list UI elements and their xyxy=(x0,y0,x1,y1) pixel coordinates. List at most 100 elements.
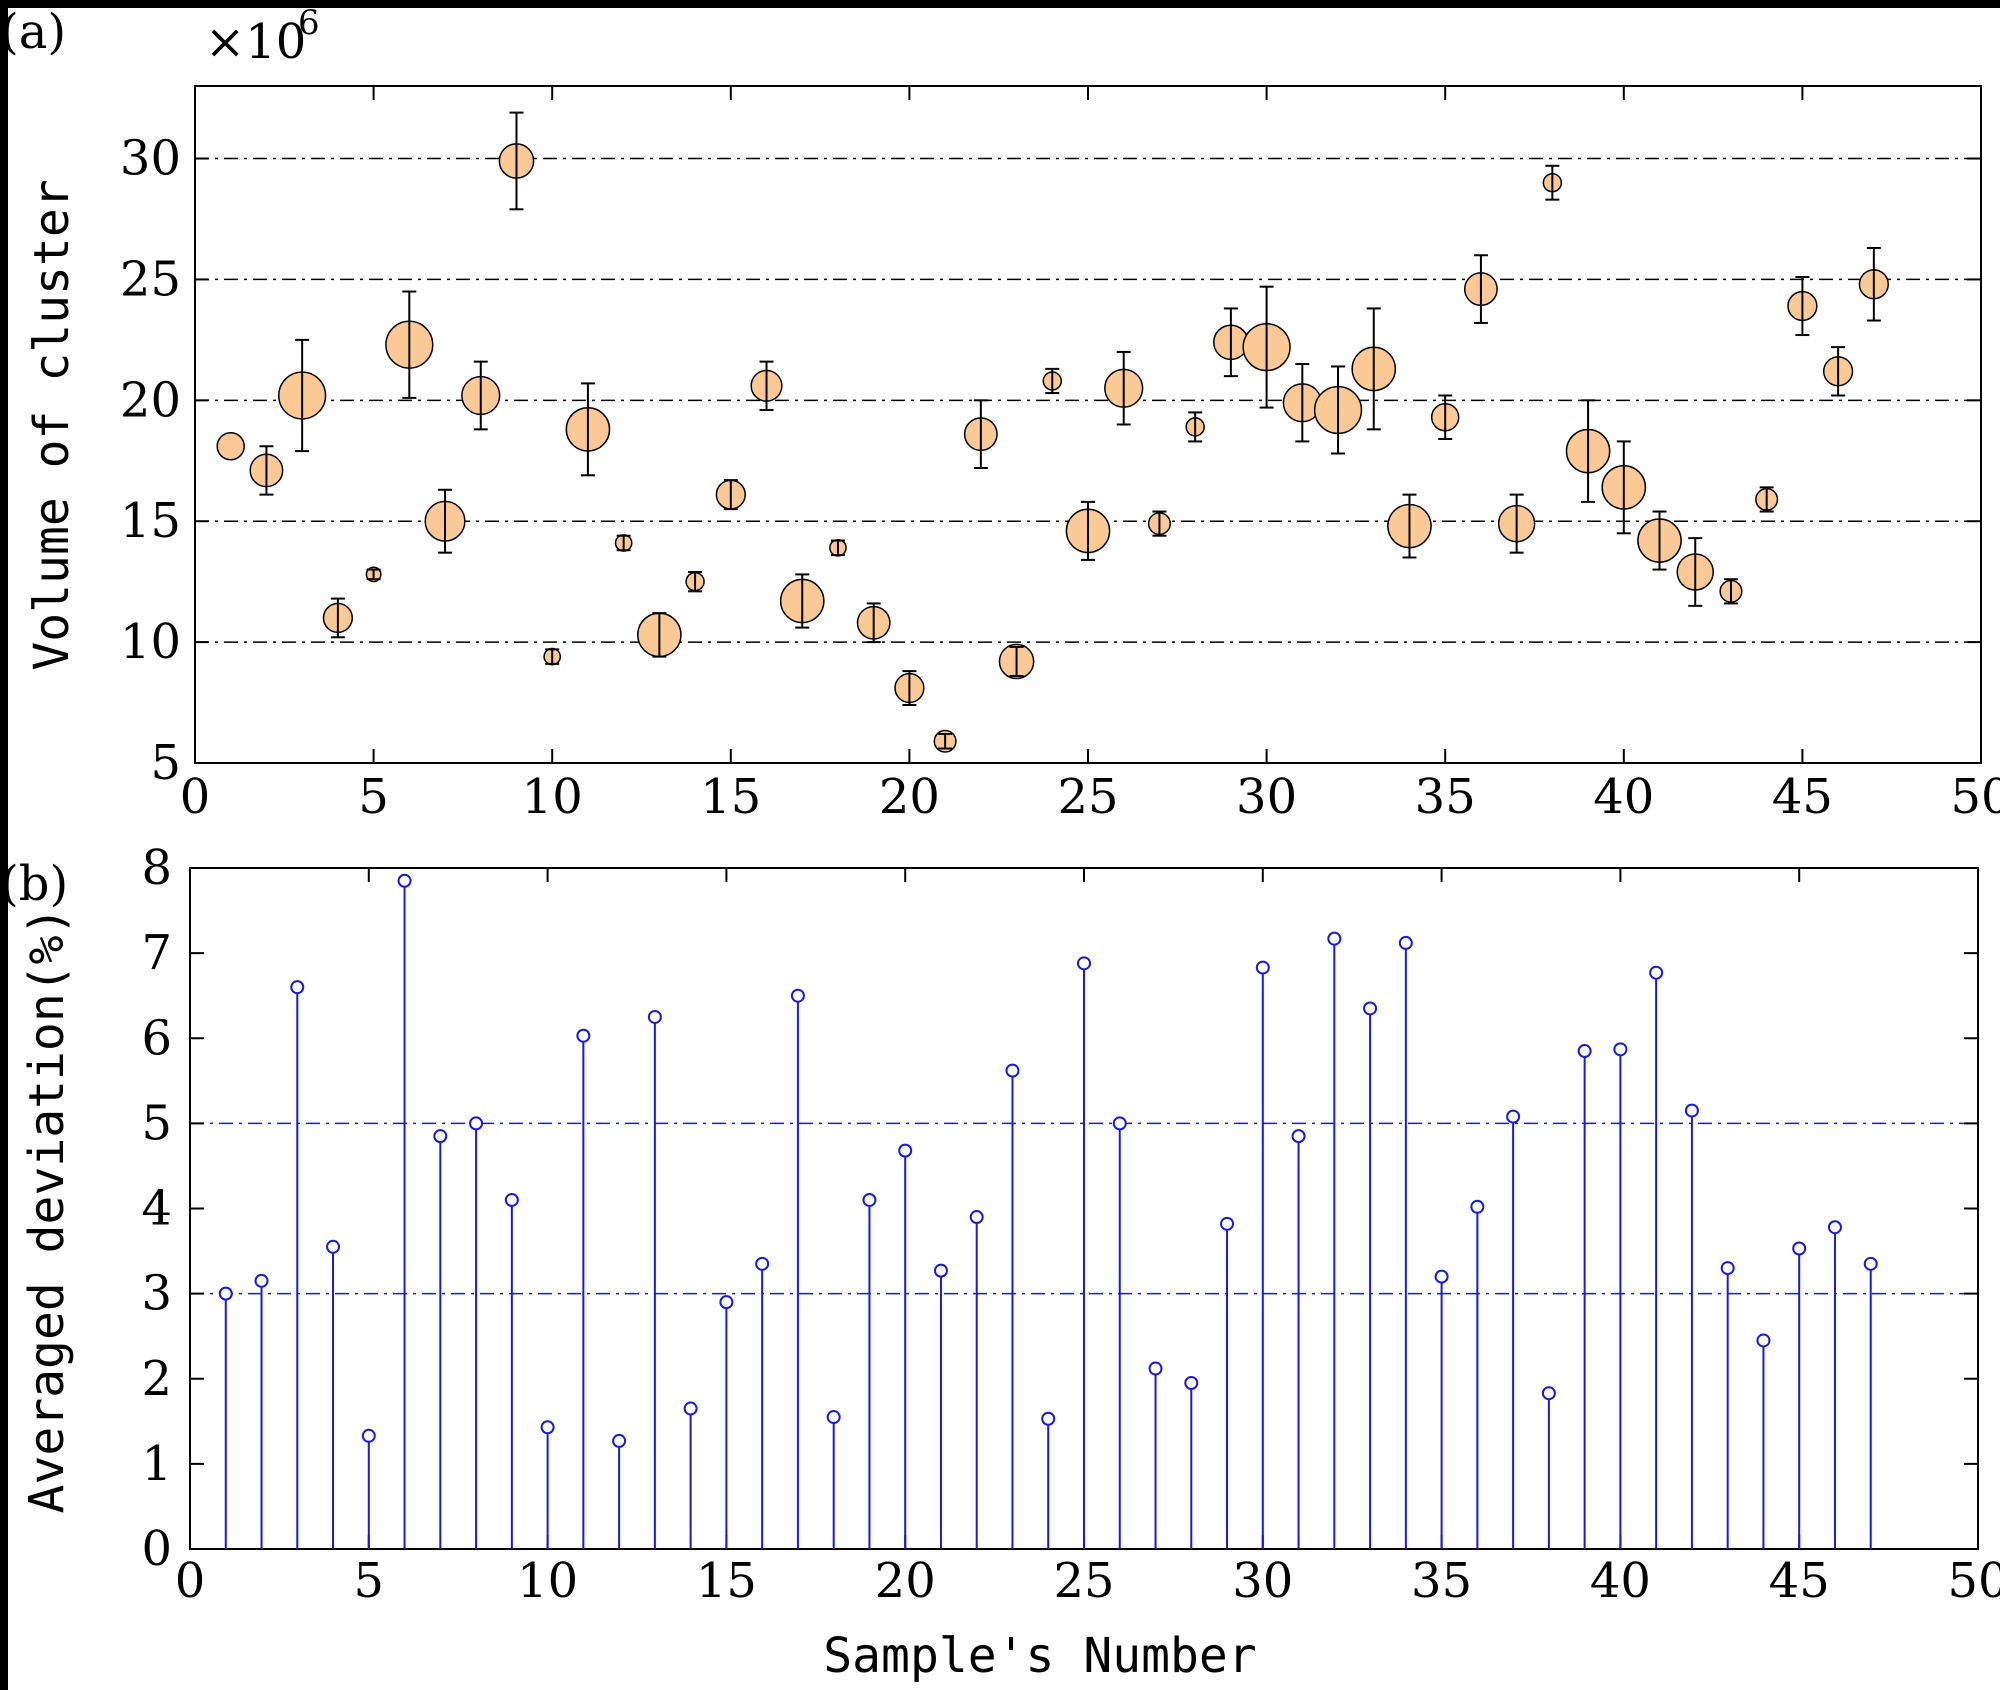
stem-point xyxy=(719,1295,734,1549)
stem-point xyxy=(1720,1261,1735,1549)
panel-a-xtick-label: 0 xyxy=(180,769,211,825)
bubble-point xyxy=(1787,276,1818,337)
stem-point xyxy=(1613,1042,1628,1549)
stem-point xyxy=(612,1433,627,1549)
stem-point xyxy=(1470,1199,1485,1549)
stem-marker xyxy=(1077,956,1091,971)
stem-point xyxy=(683,1401,698,1549)
panel-a-axes-box xyxy=(194,85,1982,764)
stem-marker xyxy=(1470,1199,1485,1214)
stem-marker xyxy=(933,1263,948,1278)
bubble xyxy=(216,432,245,461)
stem-marker xyxy=(1863,1256,1878,1271)
panel-a-xtick-label: 10 xyxy=(522,769,583,825)
stem-point xyxy=(1398,935,1413,1549)
stem-point xyxy=(1541,1386,1556,1549)
panel-b-xtick-label: 15 xyxy=(696,1553,757,1609)
bubble-point xyxy=(249,445,284,496)
panel-b-xtick-label: 50 xyxy=(1947,1553,2000,1609)
stem-point xyxy=(790,988,805,1549)
panel-b-ytick-label: 2 xyxy=(141,1351,172,1407)
stem-point xyxy=(1756,1333,1771,1549)
bubble-point xyxy=(894,670,925,706)
panel-b-xtick-label: 30 xyxy=(1232,1553,1293,1609)
bubble-point xyxy=(1185,411,1205,443)
stem-marker xyxy=(1792,1241,1807,1256)
stem-point xyxy=(1863,1256,1878,1549)
panel-b-ylabel: Averaged deviation(%) xyxy=(19,907,75,1514)
panel-b-ytick-label: 0 xyxy=(141,1521,172,1577)
stem-point xyxy=(1684,1103,1699,1549)
bubble-point xyxy=(1542,164,1563,201)
panel-b-xtick-label: 20 xyxy=(875,1553,936,1609)
panel-a-ylabel: Volume of cluster xyxy=(24,179,80,670)
bubble-point xyxy=(685,570,705,593)
stem-marker xyxy=(1434,1269,1449,1284)
bubble-point xyxy=(216,432,245,461)
stem-marker xyxy=(290,980,305,995)
stem-marker xyxy=(1041,1411,1056,1426)
stem-point xyxy=(433,1129,448,1549)
panel-a-xtick-label: 40 xyxy=(1593,769,1654,825)
panel-b-xtick-label: 35 xyxy=(1411,1553,1472,1609)
panel-a-xtick-label: 50 xyxy=(1950,769,2000,825)
stem-point xyxy=(1112,1116,1127,1549)
stem-marker xyxy=(1720,1261,1735,1276)
panel-a-xtick-label: 25 xyxy=(1057,769,1118,825)
stem-marker xyxy=(1756,1333,1771,1348)
panel-a-xtick-label: 20 xyxy=(879,769,940,825)
stem-marker xyxy=(433,1129,448,1144)
bubble-point xyxy=(1463,254,1498,324)
bubble-point xyxy=(498,111,535,211)
bubble-point xyxy=(365,566,382,583)
stem-marker xyxy=(397,873,412,888)
panel-b-stems xyxy=(218,873,1878,1549)
stem-point xyxy=(826,1410,841,1549)
stem-point xyxy=(1506,1109,1521,1549)
bubble-point xyxy=(1147,510,1171,537)
stem-point xyxy=(290,980,305,1549)
bubble-point xyxy=(565,382,611,477)
stem-point xyxy=(576,1028,591,1549)
panel-b-xtick-label: 5 xyxy=(354,1553,385,1609)
panel-a-xtick-label: 35 xyxy=(1415,769,1476,825)
stem-point xyxy=(647,1009,662,1549)
bubble-point xyxy=(614,534,633,552)
stem-marker xyxy=(826,1410,841,1425)
stem-marker xyxy=(1184,1376,1199,1391)
panel-a-ytick-label: 30 xyxy=(120,131,181,187)
stem-marker xyxy=(612,1433,627,1448)
bubble-point xyxy=(1387,493,1432,559)
bubble-point xyxy=(1242,285,1291,409)
bubble-point xyxy=(1755,486,1779,513)
stem-marker xyxy=(504,1192,519,1207)
bubble-point xyxy=(933,729,957,753)
panel-b-label: (b) xyxy=(0,856,68,912)
stem-point xyxy=(218,1286,233,1549)
panel-a-ytick-label: 10 xyxy=(120,614,181,670)
stem-point xyxy=(540,1420,555,1549)
bubble-point xyxy=(1719,578,1743,605)
panel-b-xtick-label: 40 xyxy=(1590,1553,1651,1609)
stem-point xyxy=(361,1428,376,1549)
bubble-point xyxy=(1313,365,1363,455)
bubble-point xyxy=(1601,440,1647,535)
panel-b-ytick-label: 7 xyxy=(141,925,172,981)
stem-point xyxy=(755,1256,770,1549)
stem-marker xyxy=(1148,1361,1163,1376)
stem-marker xyxy=(790,988,805,1003)
y-multiplier-base: ×10 xyxy=(205,14,306,70)
bubble-point xyxy=(1104,350,1144,426)
bubble-point xyxy=(1822,346,1854,397)
bubble-point xyxy=(637,612,682,658)
stem-marker xyxy=(1827,1220,1842,1235)
stem-point xyxy=(254,1273,269,1549)
bubble-point xyxy=(1565,399,1611,503)
stem-point xyxy=(1827,1220,1842,1549)
bubble-point xyxy=(998,643,1035,680)
bubble-point xyxy=(1065,500,1111,561)
bubble-point xyxy=(1351,307,1397,431)
